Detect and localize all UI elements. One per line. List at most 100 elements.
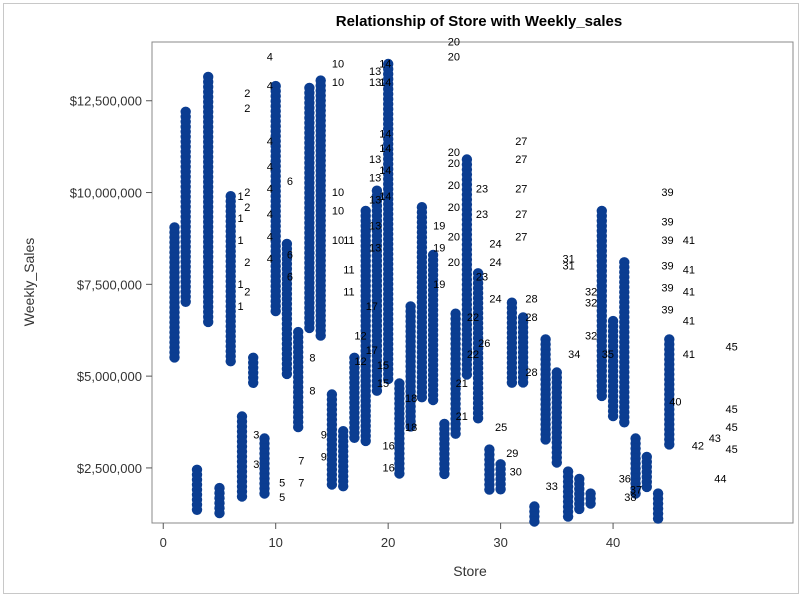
point-label: 31 — [563, 253, 575, 265]
point-label: 43 — [709, 433, 721, 445]
point-label: 25 — [495, 422, 507, 434]
data-point-store-17 — [349, 432, 360, 443]
data-point-store-33 — [529, 516, 540, 527]
chart-title: Relationship of Store with Weekly_sales — [336, 13, 622, 30]
data-point-store-22 — [405, 421, 416, 432]
point-label: 13 — [369, 77, 381, 89]
point-label: 41 — [683, 349, 695, 361]
point-label: 24 — [489, 294, 501, 306]
point-label: 28 — [525, 367, 537, 379]
data-point-store-5 — [214, 507, 225, 519]
point-label: 2 — [244, 103, 250, 115]
data-point-store-44 — [652, 513, 664, 524]
point-label: 19 — [433, 279, 445, 291]
x-axis: 0 10 20 30 40 — [160, 523, 620, 550]
point-label: 39 — [661, 235, 673, 247]
point-label: 11 — [343, 235, 354, 247]
point-label: 12 — [354, 330, 366, 342]
data-point-store-14 — [315, 330, 326, 341]
point-label: 1 — [238, 279, 244, 291]
point-label: 36 — [619, 474, 631, 486]
data-point-store-29 — [484, 484, 495, 495]
data-point-store-12 — [293, 421, 304, 433]
data-point-store-19 — [371, 385, 383, 396]
point-label: 8 — [309, 352, 315, 364]
point-label: 29 — [506, 448, 518, 460]
point-label: 41 — [683, 264, 695, 276]
point-label: 9 — [321, 452, 327, 464]
point-label: 2 — [244, 88, 250, 100]
point-label: 17 — [366, 345, 378, 357]
point-label: 4 — [267, 209, 273, 221]
data-point-store-45 — [664, 439, 675, 450]
point-label: 32 — [585, 297, 597, 309]
point-label: 39 — [661, 283, 673, 295]
point-label: 16 — [383, 441, 395, 453]
point-label: 20 — [448, 147, 460, 159]
point-label: 33 — [546, 481, 558, 493]
data-point-store-7 — [236, 491, 248, 502]
data-point-store-41 — [619, 417, 630, 428]
point-label: 27 — [515, 154, 527, 166]
point-label: 17 — [366, 301, 378, 313]
point-label: 10 — [332, 235, 344, 247]
point-label: 20 — [448, 51, 460, 63]
point-label: 1 — [238, 301, 244, 313]
point-label: 4 — [267, 81, 273, 93]
data-point-store-36 — [562, 511, 574, 522]
point-label: 39 — [661, 261, 673, 273]
point-label: 2 — [244, 202, 250, 214]
point-label: 14 — [379, 59, 391, 71]
data-point-store-21 — [394, 468, 405, 479]
point-label: 13 — [369, 195, 381, 207]
point-label: 14 — [379, 143, 391, 155]
point-label: 18 — [405, 393, 417, 405]
point-label: 3 — [253, 430, 259, 442]
point-label: 41 — [683, 316, 695, 328]
point-label: 13 — [369, 242, 381, 254]
data-point-store-13 — [304, 322, 315, 334]
point-label: 27 — [515, 184, 527, 196]
data-point-store-30 — [495, 484, 506, 495]
point-label: 23 — [476, 209, 488, 221]
point-label: 19 — [433, 220, 445, 232]
point-label: 10 — [332, 187, 344, 199]
point-label: 14 — [379, 77, 391, 89]
data-point-store-43 — [641, 481, 652, 493]
point-label: 26 — [478, 338, 490, 350]
plot-area — [151, 41, 794, 524]
data-point-store-37 — [574, 503, 585, 515]
point-label: 1 — [238, 213, 244, 225]
data-point-store-2 — [180, 296, 191, 307]
point-label: 40 — [669, 397, 681, 409]
point-label: 11 — [343, 286, 354, 298]
point-label: 45 — [726, 341, 738, 353]
data-point-store-3 — [191, 504, 203, 515]
point-label: 13 — [369, 154, 381, 166]
point-label: 6 — [287, 272, 293, 284]
point-label: 39 — [661, 305, 673, 317]
point-label: 42 — [692, 441, 704, 453]
x-tick-label: 40 — [606, 535, 620, 550]
y-axis-label: Weekly_Sales — [21, 238, 37, 326]
data-point-store-11 — [281, 368, 293, 380]
y-tick-label: $5,000,000 — [77, 369, 142, 384]
point-label: 37 — [630, 485, 642, 497]
y-tick-label: $10,000,000 — [70, 186, 142, 201]
y-tick-label: $12,500,000 — [70, 94, 142, 109]
point-label: 14 — [379, 165, 391, 177]
point-label: 21 — [456, 411, 468, 423]
point-labels-layer: 1111122222233444444445566677889910101010… — [238, 37, 738, 504]
point-label: 5 — [279, 492, 285, 504]
point-label: 19 — [433, 242, 445, 254]
point-label: 20 — [448, 37, 460, 49]
point-label: 4 — [267, 253, 273, 265]
data-point-store-6 — [225, 356, 236, 367]
point-label: 7 — [298, 455, 304, 467]
point-label: 13 — [369, 220, 381, 232]
point-label: 32 — [585, 286, 597, 298]
point-label: 20 — [448, 257, 460, 269]
point-label: 2 — [244, 286, 250, 298]
point-label: 5 — [279, 477, 285, 489]
point-label: 27 — [515, 136, 527, 148]
